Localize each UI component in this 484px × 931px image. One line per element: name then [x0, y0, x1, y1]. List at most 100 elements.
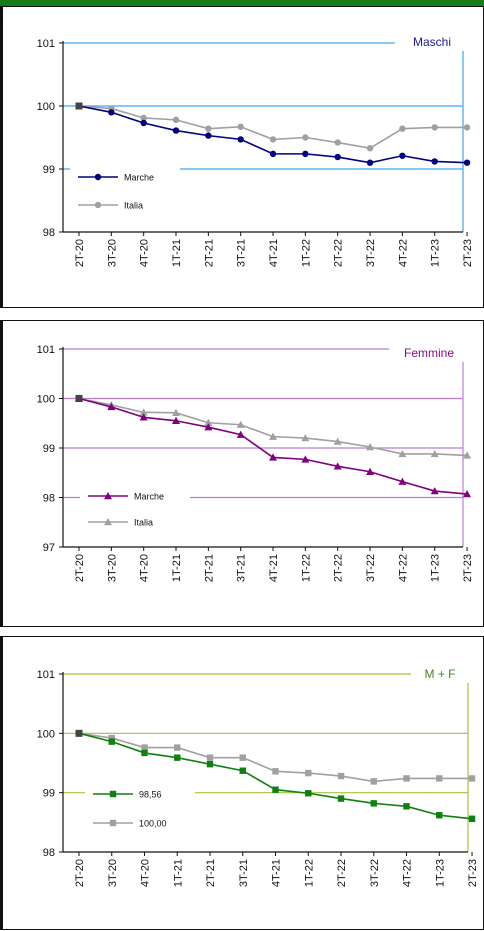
y-tick-label: 98 [43, 227, 55, 239]
y-tick-label: 98 [43, 493, 55, 505]
x-tick-label: 4T-22 [397, 239, 409, 267]
y-tick-label: 100 [37, 728, 55, 740]
data-point [366, 145, 374, 152]
x-tick-label: 4T-20 [140, 859, 152, 887]
top-green-bar [0, 0, 484, 6]
series-line [78, 397, 468, 457]
x-tick-label: 4T-22 [397, 554, 409, 582]
data-point [366, 443, 375, 451]
data-point [108, 734, 115, 742]
chart-title: M + F [424, 667, 455, 681]
data-point [237, 136, 244, 143]
x-tick-label: 2T-23 [462, 554, 474, 582]
data-point [239, 754, 246, 761]
x-tick-label: 2T-20 [74, 239, 86, 267]
data-point [366, 467, 375, 475]
data-point [239, 767, 246, 774]
data-point [172, 416, 181, 424]
data-point [172, 127, 180, 134]
x-tick-label: 4T-22 [402, 859, 414, 887]
data-point [269, 150, 277, 158]
y-tick-label: 101 [37, 38, 55, 50]
legend-label: Italia [124, 201, 143, 211]
data-point [236, 430, 245, 438]
data-point [398, 449, 407, 458]
y-tick-label: 100 [37, 394, 55, 406]
chart-panel-femmine: 97 98 99 100 101 2T-20 3T-20 4T-20 1T-21 2T-21 3T-… [0, 320, 484, 627]
start-point [75, 395, 83, 402]
x-tick-label: 3T-21 [236, 239, 248, 267]
chart-title-bg [389, 344, 469, 362]
legend-marker [109, 790, 117, 798]
legend-bg [85, 782, 195, 835]
x-tick-label: 4T-20 [139, 554, 151, 582]
data-point [174, 754, 181, 761]
x-tick-label: 2T-22 [333, 239, 345, 267]
x-tick-label: 1T-22 [303, 859, 315, 887]
x-tick-label: 2T-22 [333, 554, 345, 582]
data-point [269, 432, 278, 440]
data-point [108, 738, 115, 745]
data-point [337, 772, 345, 780]
x-tick-label: 3T-22 [365, 554, 377, 582]
data-point [269, 453, 278, 461]
data-point [463, 451, 472, 459]
data-point [140, 119, 147, 127]
chart-totale: 98 99 100 101 2T-20 3T-20 4T-20 1T-21 2T-21 3T-21… [37, 665, 479, 887]
data-point [403, 775, 410, 782]
data-point [172, 408, 181, 417]
chart-femmine: 97 98 99 100 101 2T-20 3T-20 4T-20 1T-21 2T-21 3T-… [37, 344, 474, 582]
data-point [272, 786, 279, 793]
x-tick-label: 2T-23 [467, 859, 479, 887]
data-point [468, 775, 476, 782]
data-point [463, 159, 471, 166]
x-tick-label: 2T-20 [74, 554, 86, 582]
data-point [174, 744, 181, 751]
chart-maschi: 98 99 100 101 2T-20 3T-20 4T-20 1T-21 2T-21 3T-21… [37, 33, 474, 267]
start-point [75, 729, 83, 737]
data-point [430, 487, 439, 495]
data-point [301, 455, 310, 463]
data-point [436, 812, 443, 819]
x-tick-label: 1T-22 [300, 554, 312, 582]
y-tick-label: 101 [37, 344, 55, 356]
legend-bg [80, 484, 190, 534]
chart-title: Maschi [413, 35, 451, 49]
y-tick-label: 100 [37, 101, 55, 113]
x-tick-label: 2T-21 [205, 859, 217, 887]
data-point [108, 109, 115, 116]
data-point [370, 800, 377, 807]
legend-marker [104, 518, 112, 526]
x-tick-label: 1T-23 [434, 859, 446, 887]
x-tick-label: 4T-20 [139, 239, 151, 267]
legend-marker [94, 201, 102, 209]
x-tick-label: 3T-20 [106, 239, 118, 267]
x-tick-label: 3T-22 [369, 859, 381, 887]
x-tick-label: 1T-23 [430, 239, 442, 267]
x-tick-label: 2T-22 [336, 859, 348, 887]
x-tick-label: 2T-21 [203, 554, 215, 582]
data-point [139, 408, 148, 416]
y-tick-label: 99 [43, 443, 55, 455]
data-point [302, 150, 309, 158]
data-point [141, 749, 148, 757]
x-tick-label: 3T-22 [365, 239, 377, 267]
y-tick-label: 101 [37, 669, 55, 681]
x-tick-label: 2T-21 [203, 239, 215, 267]
series-line [78, 397, 468, 495]
y-tick-label: 98 [43, 847, 55, 859]
data-point [334, 153, 341, 161]
legend-marker [109, 819, 117, 827]
legend-label: Italia [134, 518, 153, 528]
y-tick-label: 97 [43, 542, 55, 554]
x-tick-label: 4T-21 [268, 239, 280, 267]
data-point [398, 477, 407, 485]
chart-title: Femmine [404, 346, 454, 360]
data-point [205, 132, 212, 139]
legend-bg [70, 165, 180, 217]
data-point [463, 124, 471, 131]
data-point [206, 754, 214, 761]
chart-title-bg [395, 33, 469, 51]
x-tick-label: 3T-20 [106, 554, 118, 582]
x-tick-label: 1T-21 [172, 859, 184, 887]
